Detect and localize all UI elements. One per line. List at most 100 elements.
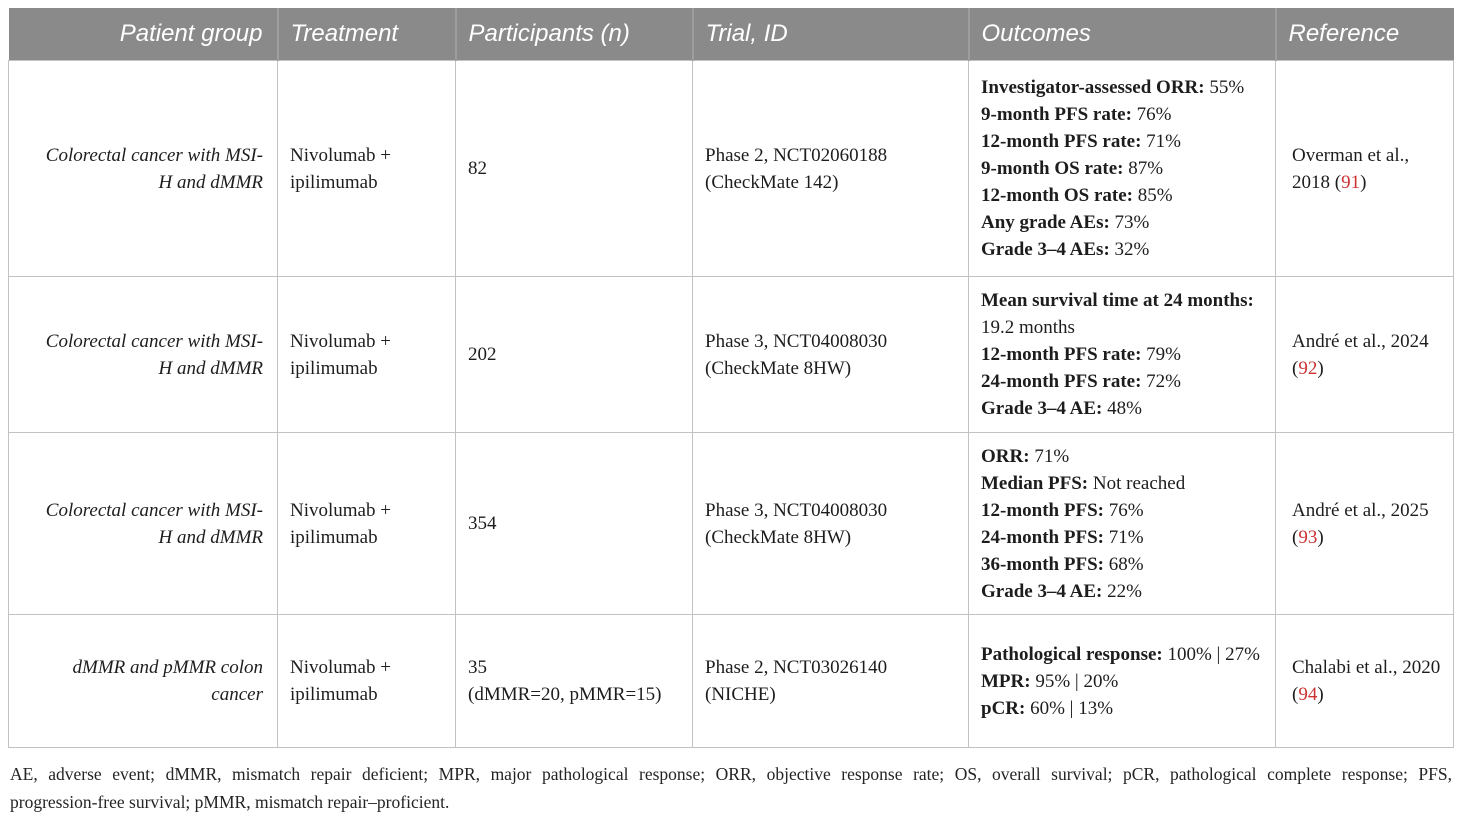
footnote-line-2: progression-free survival; pMMR, mismatc…	[10, 792, 450, 812]
trial-cell: Phase 2, NCT03026140 (NICHE)	[692, 614, 969, 748]
outcome-line: Any grade AEs: 73%	[981, 209, 1267, 236]
treatment-cell: Nivolumab + ipilimumab	[277, 60, 456, 277]
outcome-label: Median PFS:	[981, 472, 1093, 494]
outcome-value: 48%	[1107, 398, 1142, 419]
outcome-value: 71%	[1108, 526, 1144, 548]
outcome-value: 32%	[1114, 239, 1150, 260]
outcome-label: Investigator-assessed ORR:	[981, 77, 1210, 98]
trial-cell: Phase 2, NCT02060188 (CheckMate 142)	[692, 60, 969, 277]
outcome-value: 71%	[1146, 131, 1181, 152]
outcome-label: Grade 3–4 AE:	[981, 398, 1108, 419]
outcome-line: 12-month OS rate: 85%	[981, 182, 1267, 209]
participants-cell: 354	[455, 432, 693, 615]
table-row: Colorectal cancer with MSI- H and dMMR N…	[8, 276, 1454, 433]
outcome-line: 24-month PFS rate: 72%	[981, 368, 1267, 395]
outcome-line: 36-month PFS: 68%	[981, 551, 1267, 578]
outcome-label: Grade 3–4 AEs:	[981, 239, 1115, 260]
outcome-value: 100% | 27%	[1167, 643, 1260, 665]
trial-cell: Phase 3, NCT04008030 (CheckMate 8HW)	[692, 432, 969, 615]
outcome-line: pCR: 60% | 13%	[981, 695, 1267, 722]
outcome-value: Not reached	[1092, 472, 1186, 494]
reference-number: 92	[1298, 357, 1318, 379]
outcome-label: Mean survival time at 24 months:	[981, 290, 1254, 311]
outcome-label: Any grade AEs:	[981, 212, 1115, 233]
patient-group-cell: Colorectal cancer with MSI- H and dMMR	[8, 276, 278, 433]
outcome-label: MPR:	[981, 670, 1036, 692]
outcome-value: 71%	[1034, 445, 1070, 467]
treatment-cell: Nivolumab + ipilimumab	[277, 276, 456, 433]
outcome-value: 85%	[1137, 185, 1173, 206]
outcome-line: 12-month PFS rate: 79%	[981, 341, 1267, 368]
trial-cell: Phase 3, NCT04008030 (CheckMate 8HW)	[692, 276, 969, 433]
outcome-value: 76%	[1108, 499, 1144, 521]
reference-number: 91	[1341, 171, 1361, 193]
reference-cell: Chalabi et al., 2020 (94)	[1275, 614, 1454, 748]
outcomes-cell: Investigator-assessed ORR: 55% 9-month PF…	[968, 60, 1276, 277]
patient-group-cell: dMMR and pMMR colon cancer	[8, 614, 278, 748]
outcome-value: 55%	[1209, 77, 1245, 98]
header-reference: Reference	[1274, 8, 1454, 61]
outcome-label: Grade 3–4 AE:	[981, 580, 1108, 602]
outcome-value: 76%	[1136, 104, 1172, 125]
outcome-label: 9-month OS rate:	[981, 158, 1129, 179]
header-participants: Participants (n)	[454, 8, 693, 61]
outcomes-cell: Pathological response: 100% | 27% MPR: 95…	[968, 614, 1276, 748]
outcome-value: 73%	[1114, 212, 1150, 233]
outcome-line: Pathological response: 100% | 27%	[981, 641, 1267, 668]
reference-cell: André et al., 2024 (92)	[1275, 276, 1454, 433]
table-row: dMMR and pMMR colon cancer Nivolumab + i…	[8, 614, 1454, 748]
outcome-line: Grade 3–4 AE: 22%	[981, 578, 1267, 605]
outcomes-cell: ORR: 71% Median PFS: Not reached 12-month …	[968, 432, 1276, 615]
patient-group-cell: Colorectal cancer with MSI- H and dMMR	[8, 432, 278, 615]
outcome-line: ORR: 71%	[981, 443, 1267, 470]
table-header: Patient group Treatment Participants (n)…	[8, 8, 1454, 61]
participants-cell: 202	[455, 276, 693, 433]
outcome-line: Investigator-assessed ORR: 55%	[981, 74, 1267, 101]
outcomes-cell: Mean survival time at 24 months: 19.2 mo…	[968, 276, 1276, 433]
outcome-label: 24-month PFS rate:	[981, 371, 1147, 392]
reference-number: 94	[1298, 684, 1318, 705]
header-treatment: Treatment	[276, 8, 456, 61]
header-row: Patient group Treatment Participants (n)…	[8, 8, 1454, 61]
outcome-label: 12-month PFS rate:	[981, 131, 1147, 152]
outcome-label: 24-month PFS:	[981, 526, 1109, 548]
outcome-line: 12-month PFS rate: 71%	[981, 128, 1267, 155]
outcome-line: Grade 3–4 AEs: 32%	[981, 236, 1267, 263]
outcome-label: 9-month PFS rate:	[981, 104, 1137, 125]
reference-cell: Overman et al., 2018 (91)	[1275, 60, 1454, 277]
outcome-value: 19.2 months	[981, 317, 1075, 338]
treatment-cell: Nivolumab + ipilimumab	[277, 432, 456, 615]
outcome-line: Mean survival time at 24 months: 19.2 mo…	[981, 287, 1267, 341]
table-row: Colorectal cancer with MSI- H and dMMR N…	[8, 60, 1454, 277]
outcome-label: 12-month PFS rate:	[981, 344, 1147, 365]
reference-number: 93	[1298, 526, 1318, 548]
outcome-value: 68%	[1108, 553, 1144, 575]
footnote-line-1: AE, adverse event; dMMR, mismatch repair…	[10, 764, 1452, 784]
outcome-line: 9-month PFS rate: 76%	[981, 101, 1267, 128]
outcome-label: 12-month OS rate:	[981, 185, 1138, 206]
outcome-label: 36-month PFS:	[981, 553, 1109, 575]
outcome-value: 79%	[1146, 344, 1181, 365]
outcome-label: Pathological response:	[981, 643, 1168, 665]
table-body: Colorectal cancer with MSI- H and dMMR N…	[8, 60, 1454, 748]
outcome-line: 9-month OS rate: 87%	[981, 155, 1267, 182]
outcome-value: 95% | 20%	[1035, 670, 1119, 692]
header-trial-id: Trial, ID	[691, 8, 969, 61]
outcome-line: Grade 3–4 AE: 48%	[981, 395, 1267, 422]
outcome-line: MPR: 95% | 20%	[981, 668, 1267, 695]
reference-cell: André et al., 2025 (93)	[1275, 432, 1454, 615]
patient-group-cell: Colorectal cancer with MSI- H and dMMR	[8, 60, 278, 277]
outcome-value: 60% | 13%	[1030, 697, 1114, 719]
outcome-line: Median PFS: Not reached	[981, 470, 1267, 497]
header-patient-group: Patient group	[8, 8, 278, 61]
treatment-cell: Nivolumab + ipilimumab	[277, 614, 456, 748]
outcome-label: ORR:	[981, 445, 1035, 467]
outcome-line: 24-month PFS: 71%	[981, 524, 1267, 551]
table-row: Colorectal cancer with MSI- H and dMMR N…	[8, 432, 1454, 615]
header-outcomes: Outcomes	[967, 8, 1276, 61]
participants-cell: 82	[455, 60, 693, 277]
outcome-line: 12-month PFS: 76%	[981, 497, 1267, 524]
outcome-value: 87%	[1128, 158, 1164, 179]
outcome-label: 12-month PFS:	[981, 499, 1109, 521]
paper-table-page: Patient group Treatment Participants (n)…	[0, 8, 1460, 820]
